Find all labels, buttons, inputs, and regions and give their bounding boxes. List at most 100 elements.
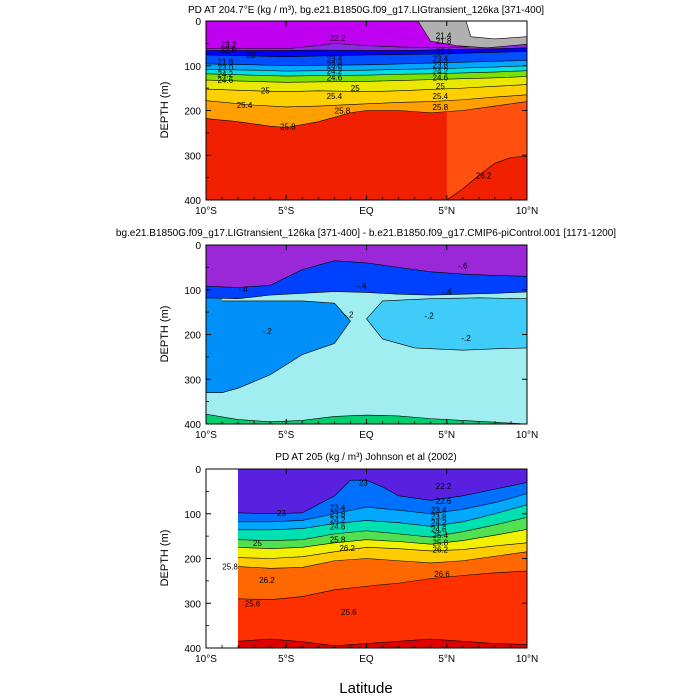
y-tick-label: 0 [195, 17, 201, 28]
contour-label: 26.2 [433, 546, 449, 555]
x-tick-label: EQ [359, 430, 374, 441]
contour-label: -.6 [458, 262, 468, 271]
y-tick-label: 400 [184, 420, 201, 431]
contour-label: -.4 [357, 281, 367, 290]
contour-label: 23.8 [330, 510, 346, 519]
contour-label: 24.6 [327, 73, 343, 82]
plot-area [206, 245, 527, 424]
contour-label: 22.6 [436, 497, 452, 506]
contour-line [238, 542, 527, 559]
contour-line [238, 479, 527, 515]
contour-label: -.2 [461, 334, 471, 343]
y-tick-label: 100 [184, 62, 201, 73]
contour-line [206, 260, 527, 288]
contour-labels: -.6 -.4 -.4 -.4 -.2 -.2 -.2 -.2 [238, 262, 471, 343]
contour-line [206, 76, 527, 83]
panel-title: bg.e21.B1850G.f09_g17.LIGtransient_126ka… [116, 228, 616, 239]
x-tick-label: 10°S [195, 206, 217, 217]
contour-label: 21.8 [436, 37, 452, 46]
x-tick-label: 5°S [278, 430, 295, 441]
contour-label: 23 [277, 509, 286, 518]
contour-label: 23.4 [330, 503, 346, 512]
contour-label: 21.8 [217, 57, 233, 66]
contour-label: 25.4 [237, 101, 253, 110]
x-tick-label: 5°N [438, 430, 455, 441]
contour-label: 22.2 [330, 34, 346, 43]
contour-label: 23 [359, 478, 368, 487]
contour-line [206, 300, 351, 393]
contour-label: 25.4 [433, 92, 449, 101]
contour-label: 24.2 [327, 67, 343, 76]
contour-label: 24.2 [330, 516, 346, 525]
panel-title: PD AT 205 (kg / m³) Johnson et al (2002) [275, 452, 456, 463]
y-axis-label: DEPTH (m) [159, 530, 171, 587]
contour-label: 24.2 [433, 67, 449, 76]
contour-label: 24.2 [431, 519, 447, 528]
contour-label: 24.6 [431, 525, 447, 534]
panel-model-density: PD AT 204.7°E (kg / m³), bg.e21.B1850G.f… [159, 5, 544, 217]
contour-label: 21.4 [436, 31, 452, 40]
contour-label: -.2 [262, 327, 272, 336]
contour-line [206, 60, 527, 67]
contour-line [238, 504, 527, 531]
contour-label: 25.4 [433, 531, 449, 540]
y-tick-label: 0 [195, 241, 201, 252]
contour-label: 25.4 [327, 92, 343, 101]
contour-label: 23.8 [327, 61, 343, 70]
contour-line [238, 517, 527, 541]
contour-line [366, 297, 527, 351]
x-tick-label: 5°S [278, 654, 295, 665]
x-tick-label: 5°N [438, 206, 455, 217]
y-tick-label: 100 [184, 286, 201, 297]
contour-label: -.2 [344, 310, 354, 319]
x-tick-label: 10°S [195, 430, 217, 441]
contour-label: 26.2 [259, 576, 275, 585]
contour-label: -.4 [238, 285, 248, 294]
contour-line [206, 94, 527, 108]
y-tick-label: 200 [184, 107, 201, 118]
y-axis-label: DEPTH (m) [159, 306, 171, 363]
surface-band [206, 245, 527, 267]
plot-area [206, 21, 527, 200]
y-tick-label: 200 [184, 555, 201, 566]
contour-label: 22.6 [436, 47, 452, 56]
contour-label: 25.8 [330, 536, 346, 545]
y-tick-label: 200 [184, 331, 201, 342]
y-axis-label: DEPTH (m) [159, 82, 171, 139]
contour-label: 25 [261, 86, 270, 95]
contour-label: 23.4 [327, 55, 343, 64]
x-tick-label: 10°N [516, 206, 538, 217]
surface-band [238, 469, 527, 492]
contour-label: 23.4 [431, 506, 447, 515]
x-tick-label: 5°S [278, 206, 295, 217]
y-tick-label: 300 [184, 599, 201, 610]
contour-label: 23.0 [217, 64, 233, 73]
contour-line [206, 51, 527, 58]
contour-label: 23.8 [433, 61, 449, 70]
contour-label: 25.8 [222, 563, 238, 572]
contour-line [206, 101, 527, 128]
contour-label: 24.6 [217, 76, 233, 85]
plot-area [238, 469, 527, 648]
contour-label: 26.6 [434, 570, 450, 579]
x-axis-label: Latitude [339, 680, 392, 697]
x-tick-label: 10°N [516, 430, 538, 441]
x-tick-label: 10°N [516, 654, 538, 665]
contour-line [238, 638, 527, 647]
contour-label: 23.2 [221, 40, 237, 49]
contour-label: 25.6 [245, 599, 261, 608]
contour-line [238, 493, 527, 523]
contour-label: 25.8 [433, 538, 449, 547]
y-tick-label: 300 [184, 151, 201, 162]
contour-line [206, 413, 527, 424]
contour-label: 25 [351, 84, 360, 93]
contour-line [206, 291, 527, 300]
contour-line [446, 155, 527, 200]
contour-label: -.2 [424, 312, 434, 321]
contour-label: 25 [253, 539, 262, 548]
axes: 10°S 5°S EQ 5°N 10°N 0 100 200 300 400 [184, 17, 538, 217]
contour-band [366, 245, 527, 351]
y-tick-label: 100 [184, 510, 201, 521]
contour-label: 24.6 [330, 522, 346, 531]
